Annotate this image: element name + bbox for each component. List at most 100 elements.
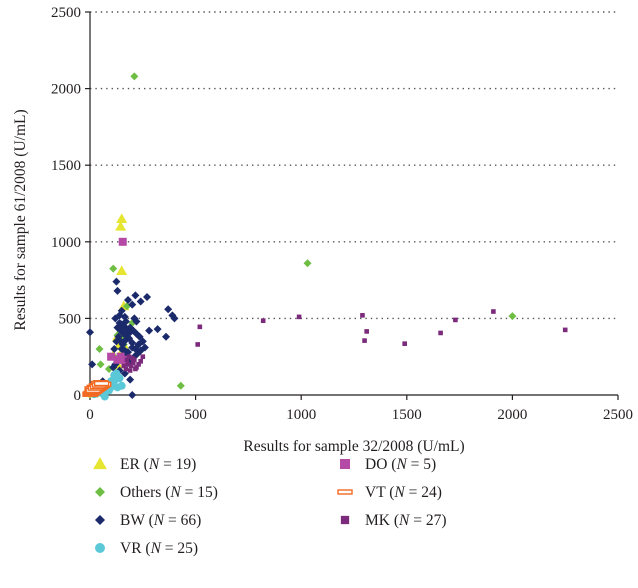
data-point — [122, 302, 131, 311]
data-point — [164, 305, 173, 314]
data-point — [133, 366, 138, 372]
grid-lines — [90, 11, 618, 320]
data-point — [113, 323, 122, 332]
x-tick-label: 2000 — [497, 407, 527, 423]
legend-marker — [95, 543, 105, 553]
data-point — [121, 317, 130, 326]
series-vt — [82, 380, 112, 397]
data-point — [100, 392, 109, 401]
data-point — [143, 292, 152, 301]
x-axis: 0 500 1000 1500 2000 2500 — [86, 394, 633, 423]
data-point — [122, 331, 131, 340]
y-tick-label: 500 — [59, 311, 82, 327]
data-point — [153, 325, 162, 334]
series-mk — [121, 309, 568, 373]
legend-marker — [340, 515, 350, 525]
data-point — [86, 328, 94, 337]
data-point — [126, 354, 132, 359]
legend-marker — [340, 459, 350, 469]
data-point — [120, 369, 129, 378]
data-point — [136, 297, 145, 306]
data-point — [140, 354, 146, 359]
data-point — [128, 338, 137, 347]
data-point — [128, 391, 137, 399]
legend-item-mk: MK (N = 27) — [340, 512, 447, 529]
data-point — [112, 369, 121, 378]
data-point — [438, 330, 443, 336]
legend-label: ER (N = 19) — [120, 456, 196, 473]
legend-item-vt: VT (N = 24) — [337, 484, 442, 501]
legend-marker — [95, 487, 105, 497]
y-tick-label: 1000 — [51, 235, 81, 251]
y-axis: 0 500 1000 1500 2000 2500 — [51, 5, 91, 404]
data-point — [132, 357, 137, 363]
data-point — [110, 345, 119, 354]
legend-item-er: ER (N = 19) — [93, 456, 196, 473]
data-point — [109, 264, 118, 273]
series-others — [91, 72, 517, 398]
data-point — [113, 286, 122, 295]
data-point — [119, 355, 128, 364]
data-point — [115, 220, 127, 231]
y-tick-label: 1500 — [51, 158, 81, 174]
data-point — [96, 360, 105, 369]
legend-marker — [337, 489, 353, 495]
data-point — [402, 341, 407, 346]
data-point — [118, 237, 127, 246]
data-point — [197, 324, 203, 330]
data-point — [360, 313, 365, 318]
data-point — [138, 358, 143, 364]
legend: ER (N = 19) Others (N = 15) BW (N = 66) VR … — [93, 456, 447, 557]
data-point — [107, 352, 116, 361]
data-point — [130, 72, 139, 81]
data-point — [95, 345, 104, 354]
data-point — [145, 326, 154, 335]
legend-label: BW (N = 66) — [120, 512, 201, 529]
data-point — [128, 363, 134, 369]
data-point — [116, 213, 128, 223]
legend-marker — [95, 515, 105, 525]
series-do — [107, 237, 128, 364]
legend-item-bw: BW (N = 66) — [95, 512, 201, 529]
data-point — [131, 291, 140, 300]
x-tick-label: 0 — [86, 407, 94, 423]
legend-label: DO (N = 5) — [365, 456, 436, 473]
legend-label: VT (N = 24) — [365, 484, 442, 501]
legend-item-others: Others (N = 15) — [95, 484, 218, 501]
data-point — [364, 329, 369, 334]
x-tick-label: 500 — [184, 407, 207, 423]
data-point — [124, 296, 133, 305]
data-point — [123, 366, 129, 372]
data-point — [128, 343, 137, 352]
data-point — [116, 265, 128, 276]
data-point — [491, 309, 496, 314]
y-tick-label: 2000 — [51, 82, 81, 98]
data-point — [126, 375, 135, 384]
y-tick-label: 0 — [74, 388, 82, 404]
data-point — [136, 362, 141, 367]
legend-item-vr: VR (N = 25) — [95, 540, 198, 557]
x-tick-label: 1000 — [286, 407, 316, 423]
data-point — [113, 355, 122, 364]
y-axis-title: Results for sample 61/2008 (U/mL) — [12, 109, 29, 330]
x-tick-label: 2500 — [603, 407, 633, 423]
data-point — [88, 360, 97, 369]
data-point — [562, 327, 568, 333]
data-point — [112, 277, 121, 286]
data-point — [124, 348, 133, 357]
legend-label: Others (N = 15) — [120, 484, 218, 501]
data-point — [140, 343, 149, 352]
data-point — [362, 338, 367, 343]
x-axis-title: Results for sample 32/2008 (U/mL) — [243, 438, 464, 455]
legend-label: MK (N = 27) — [365, 512, 447, 529]
data-point — [127, 368, 133, 373]
data-point — [195, 342, 201, 347]
data-point — [115, 311, 124, 320]
data-point — [260, 318, 266, 323]
data-point — [296, 314, 302, 320]
x-tick-label: 1500 — [392, 407, 422, 423]
data-point — [93, 380, 110, 387]
data-point — [135, 332, 144, 341]
data-point — [303, 259, 312, 268]
